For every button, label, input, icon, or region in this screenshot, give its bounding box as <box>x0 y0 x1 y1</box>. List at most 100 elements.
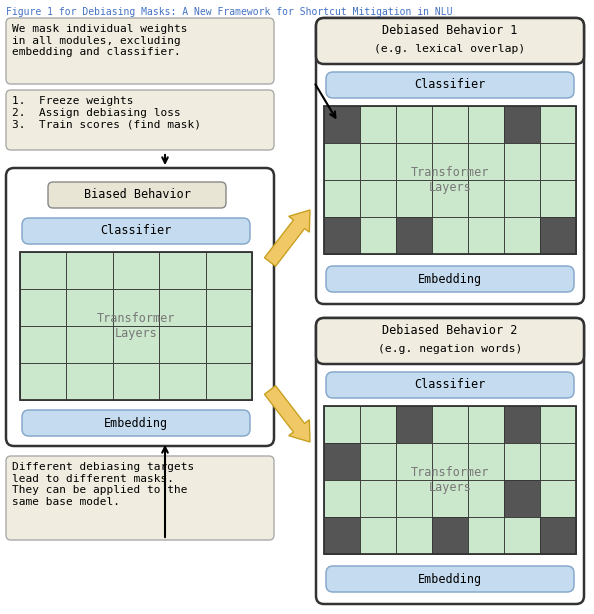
Bar <box>504 106 540 143</box>
Bar <box>504 517 540 554</box>
Bar <box>206 289 252 326</box>
Bar <box>504 217 540 254</box>
Bar <box>360 517 396 554</box>
Bar <box>540 480 576 517</box>
Bar <box>540 143 576 180</box>
FancyBboxPatch shape <box>316 18 584 304</box>
Bar <box>396 480 432 517</box>
Text: We mask individual weights
in all modules, excluding
embedding and classifier.: We mask individual weights in all module… <box>12 24 188 57</box>
Text: Transformer
Layers: Transformer Layers <box>411 166 489 194</box>
Text: Embedding: Embedding <box>418 273 482 286</box>
Bar <box>206 363 252 400</box>
Bar <box>396 443 432 480</box>
FancyBboxPatch shape <box>316 18 584 64</box>
Bar <box>432 480 468 517</box>
Bar <box>20 289 67 326</box>
FancyBboxPatch shape <box>48 182 226 208</box>
Bar <box>206 252 252 289</box>
Text: Embedding: Embedding <box>418 572 482 586</box>
Bar <box>468 217 504 254</box>
Bar <box>324 143 360 180</box>
Bar <box>159 289 206 326</box>
Bar <box>324 217 360 254</box>
Text: Debiased Behavior 2: Debiased Behavior 2 <box>383 325 518 338</box>
Bar <box>432 406 468 443</box>
Bar <box>360 406 396 443</box>
Text: (e.g. negation words): (e.g. negation words) <box>378 344 522 354</box>
Bar <box>360 443 396 480</box>
Bar <box>360 217 396 254</box>
FancyBboxPatch shape <box>6 18 274 84</box>
FancyBboxPatch shape <box>316 318 584 604</box>
Bar <box>432 180 468 217</box>
Bar <box>504 406 540 443</box>
Bar <box>432 443 468 480</box>
Bar <box>504 180 540 217</box>
Bar <box>396 406 432 443</box>
Bar <box>67 289 113 326</box>
Bar <box>432 517 468 554</box>
Text: Transformer
Layers: Transformer Layers <box>411 466 489 494</box>
Bar <box>468 143 504 180</box>
Bar <box>159 252 206 289</box>
FancyArrow shape <box>264 210 310 266</box>
Bar <box>396 180 432 217</box>
Text: Transformer
Layers: Transformer Layers <box>97 312 175 340</box>
Bar <box>159 326 206 363</box>
FancyBboxPatch shape <box>22 218 250 244</box>
Bar <box>360 480 396 517</box>
Text: Biased Behavior: Biased Behavior <box>84 188 191 201</box>
Bar <box>468 443 504 480</box>
Bar <box>468 106 504 143</box>
Bar <box>432 106 468 143</box>
Text: Embedding: Embedding <box>104 416 168 430</box>
Bar <box>468 406 504 443</box>
Bar <box>20 252 67 289</box>
Bar <box>540 106 576 143</box>
Bar <box>540 443 576 480</box>
FancyBboxPatch shape <box>326 72 574 98</box>
Bar <box>113 252 159 289</box>
Bar <box>324 406 576 554</box>
Bar <box>504 480 540 517</box>
Text: Classifier: Classifier <box>415 79 486 91</box>
Bar <box>324 106 360 143</box>
Bar <box>324 517 360 554</box>
Bar <box>113 289 159 326</box>
Text: Classifier: Classifier <box>415 378 486 392</box>
FancyBboxPatch shape <box>326 266 574 292</box>
Bar <box>67 252 113 289</box>
Bar <box>324 180 360 217</box>
Bar <box>540 217 576 254</box>
Bar <box>20 363 67 400</box>
Bar <box>468 480 504 517</box>
Bar <box>432 143 468 180</box>
FancyBboxPatch shape <box>316 318 584 364</box>
FancyBboxPatch shape <box>22 410 250 436</box>
Bar <box>540 406 576 443</box>
Bar <box>324 443 360 480</box>
Bar <box>113 363 159 400</box>
Text: 1.  Freeze weights
2.  Assign debiasing loss
3.  Train scores (find mask): 1. Freeze weights 2. Assign debiasing lo… <box>12 96 201 129</box>
Bar <box>360 106 396 143</box>
Bar <box>20 252 252 400</box>
FancyBboxPatch shape <box>6 90 274 150</box>
FancyBboxPatch shape <box>6 456 274 540</box>
Bar <box>67 326 113 363</box>
Bar <box>396 217 432 254</box>
Bar <box>540 180 576 217</box>
Text: Different debiasing targets
lead to different masks.
They can be applied to the
: Different debiasing targets lead to diff… <box>12 462 194 507</box>
Bar <box>504 443 540 480</box>
FancyArrow shape <box>264 386 310 442</box>
Bar <box>504 143 540 180</box>
Bar <box>468 180 504 217</box>
FancyBboxPatch shape <box>326 372 574 398</box>
Bar <box>468 517 504 554</box>
Bar <box>324 106 576 254</box>
Bar <box>113 326 159 363</box>
FancyBboxPatch shape <box>326 566 574 592</box>
Bar <box>324 480 360 517</box>
Text: (e.g. lexical overlap): (e.g. lexical overlap) <box>374 44 526 54</box>
Bar <box>67 363 113 400</box>
Bar <box>206 326 252 363</box>
